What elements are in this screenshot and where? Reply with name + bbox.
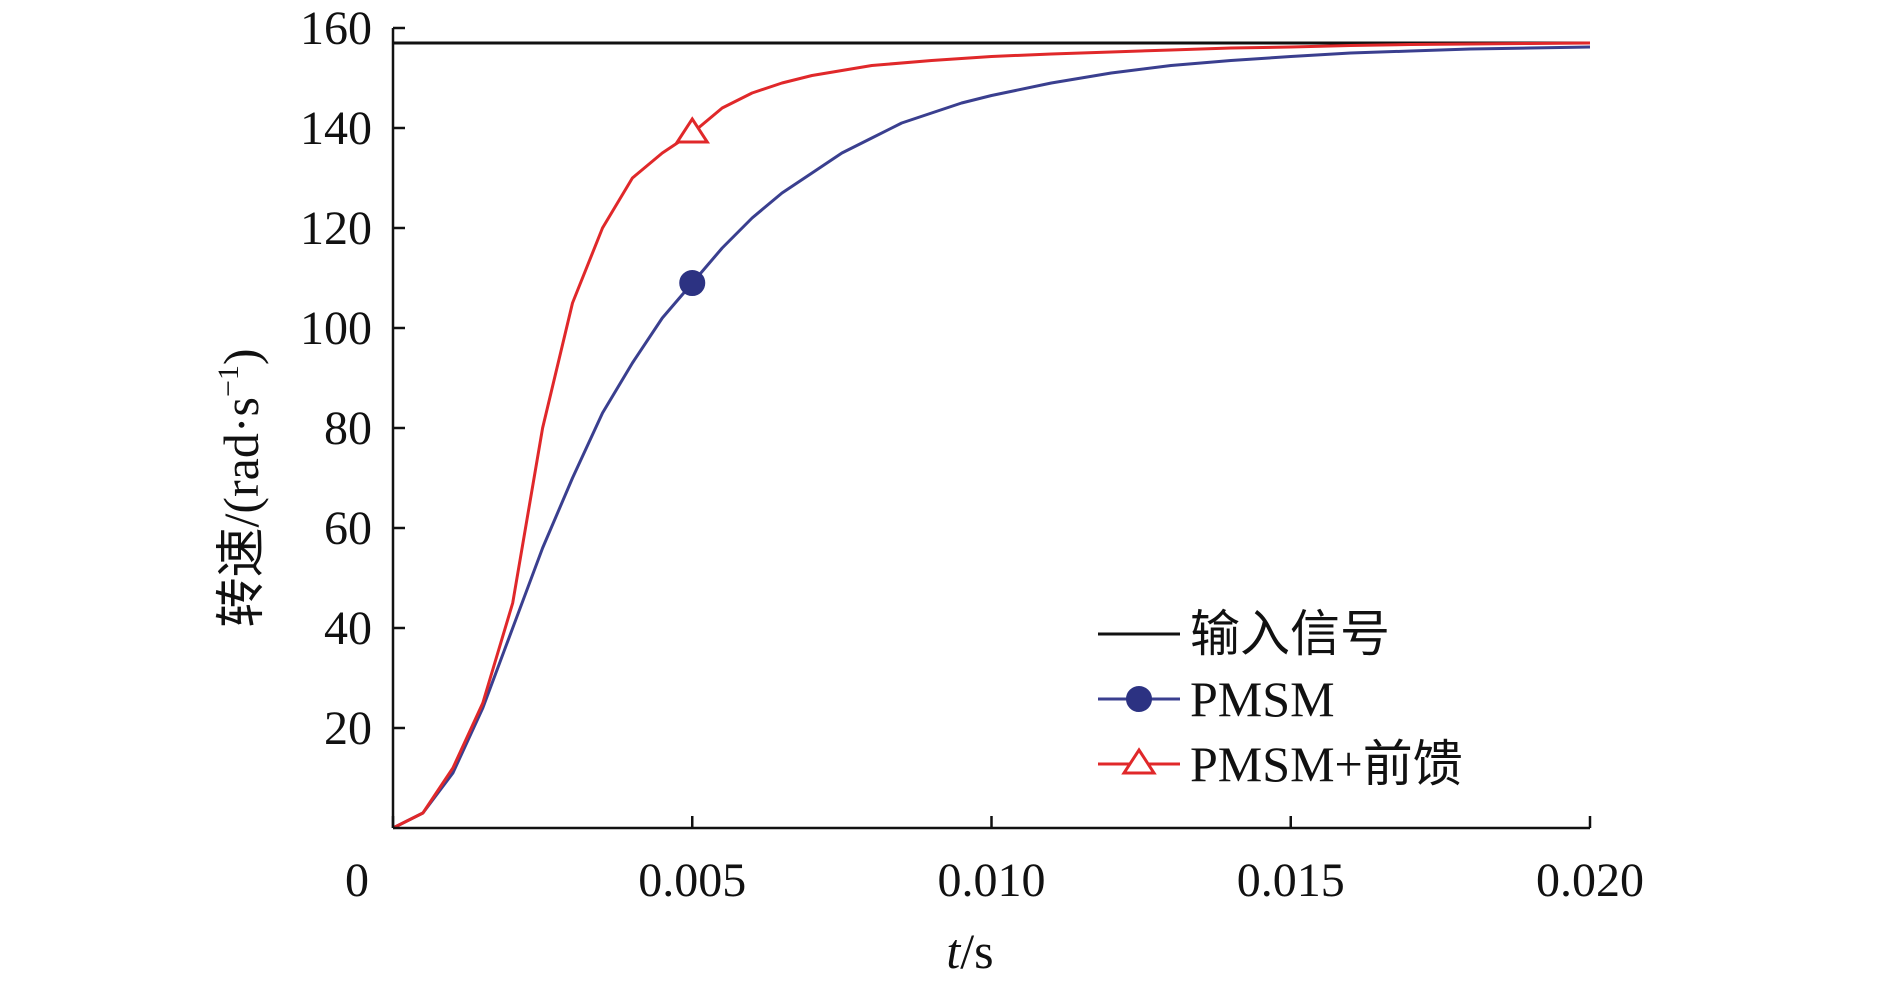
- x-tick-label: 0.005: [638, 854, 746, 907]
- y-tick-label: 40: [324, 602, 372, 655]
- series-line-1: [392, 45, 1591, 830]
- series-line-2: [392, 41, 1591, 830]
- x-axis-title-unit: /s: [960, 923, 993, 979]
- ticks-layer: 0 0.005 0.010 0.015 0.020 20 40 60 80 100 120 140 16…: [300, 2, 1644, 907]
- legend-label-pmsm-feedforward: PMSM+前馈: [1190, 736, 1463, 792]
- x-axis-title-italic: t: [946, 923, 961, 979]
- legend-entry-input: 输入信号: [1098, 606, 1390, 662]
- y-axis-title: 转速/(rad·s−1): [212, 348, 269, 627]
- legend-marker-triangle-icon: [1121, 747, 1157, 775]
- y-axis-title-main: 转速/(rad·s: [213, 397, 269, 628]
- legend-label-input: 输入信号: [1190, 606, 1390, 662]
- y-tick-label: 60: [324, 502, 372, 555]
- legend-entry-pmsm: PMSM: [1098, 671, 1335, 727]
- y-tick-label: 140: [300, 102, 372, 155]
- series-marker-triangle: [674, 116, 711, 144]
- x-tick-label: 0.020: [1536, 854, 1644, 907]
- legend-label-pmsm: PMSM: [1190, 671, 1335, 727]
- y-axis-title-exponent: −1: [212, 365, 245, 397]
- y-axis-title-close: ): [213, 348, 269, 365]
- y-tick-label: 100: [300, 302, 372, 355]
- y-tick-label: 160: [300, 2, 372, 55]
- y-tick-label: 20: [324, 702, 372, 755]
- x-axis-title: t/s: [946, 923, 993, 979]
- series-layer: [392, 41, 1591, 830]
- series-marker-circle: [679, 270, 706, 296]
- y-tick-label: 80: [324, 402, 372, 455]
- legend-marker-circle-icon: [1126, 686, 1152, 712]
- x-tick-label: 0.010: [938, 854, 1046, 907]
- x-tick-label: 0: [345, 854, 369, 907]
- legend: 输入信号 PMSM PMSM+前馈: [1098, 606, 1463, 792]
- x-tick-label: 0.015: [1237, 854, 1345, 907]
- legend-entry-pmsm-feedforward: PMSM+前馈: [1098, 736, 1463, 792]
- y-tick-label: 120: [300, 202, 372, 255]
